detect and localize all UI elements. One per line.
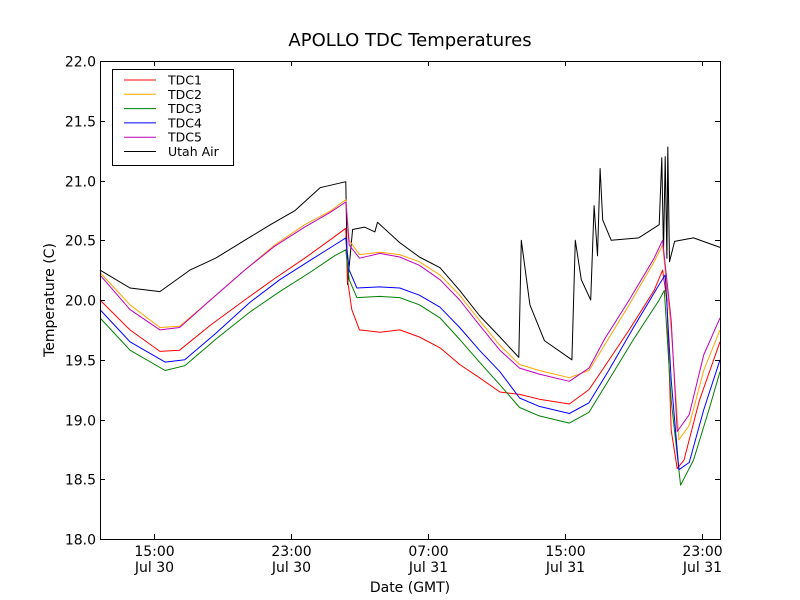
- plot-lines: [99, 146, 721, 486]
- y-tick-label: 21.0: [65, 175, 96, 191]
- legend-label: TDC1: [167, 73, 202, 88]
- x-tick-label-time: 07:00: [408, 544, 448, 560]
- legend-label: TDC3: [167, 101, 202, 116]
- x-tick-label-time: 23:00: [271, 544, 311, 560]
- y-tick-label: 20.0: [65, 294, 96, 310]
- y-tick-label: 18.0: [65, 533, 96, 549]
- x-tick-label-date: Jul 30: [134, 560, 174, 576]
- series-line-tdc4: [99, 237, 721, 471]
- legend-label: Utah Air: [168, 144, 220, 159]
- series-line-utah-air: [99, 146, 721, 361]
- chart-title: APOLLO TDC Temperatures: [288, 30, 531, 51]
- series-line-tdc5: [99, 201, 721, 432]
- y-tick-label: 18.5: [65, 473, 96, 489]
- legend-label: TDC2: [167, 87, 202, 102]
- x-axis-label: Date (GMT): [370, 580, 450, 596]
- y-tick-label: 19.5: [65, 354, 96, 370]
- x-tick-label-date: Jul 30: [271, 560, 311, 576]
- x-tick-label-date: Jul 31: [545, 560, 585, 576]
- legend-box: [112, 69, 234, 166]
- x-tick-label-date: Jul 31: [682, 560, 722, 576]
- y-tick-label: 19.0: [65, 414, 96, 430]
- series-line-tdc1: [99, 227, 721, 469]
- x-tick-label-date: Jul 31: [408, 560, 448, 576]
- y-tick-label: 21.5: [65, 115, 96, 131]
- x-tick-label-time: 23:00: [682, 544, 722, 560]
- y-tick-label: 20.5: [65, 234, 96, 250]
- y-tick-label: 22.0: [65, 55, 96, 71]
- y-axis: 18.0 18.5 19.0 19.5 20.0 20.5 21.0 21.5 22.0: [65, 55, 720, 549]
- legend-label: TDC5: [167, 130, 202, 145]
- x-tick-label-time: 15:00: [545, 544, 585, 560]
- x-tick-label-time: 15:00: [134, 544, 174, 560]
- legend-label: TDC4: [167, 115, 202, 130]
- y-axis-label: Temperature (C): [42, 243, 58, 358]
- series-line-tdc3: [99, 249, 721, 486]
